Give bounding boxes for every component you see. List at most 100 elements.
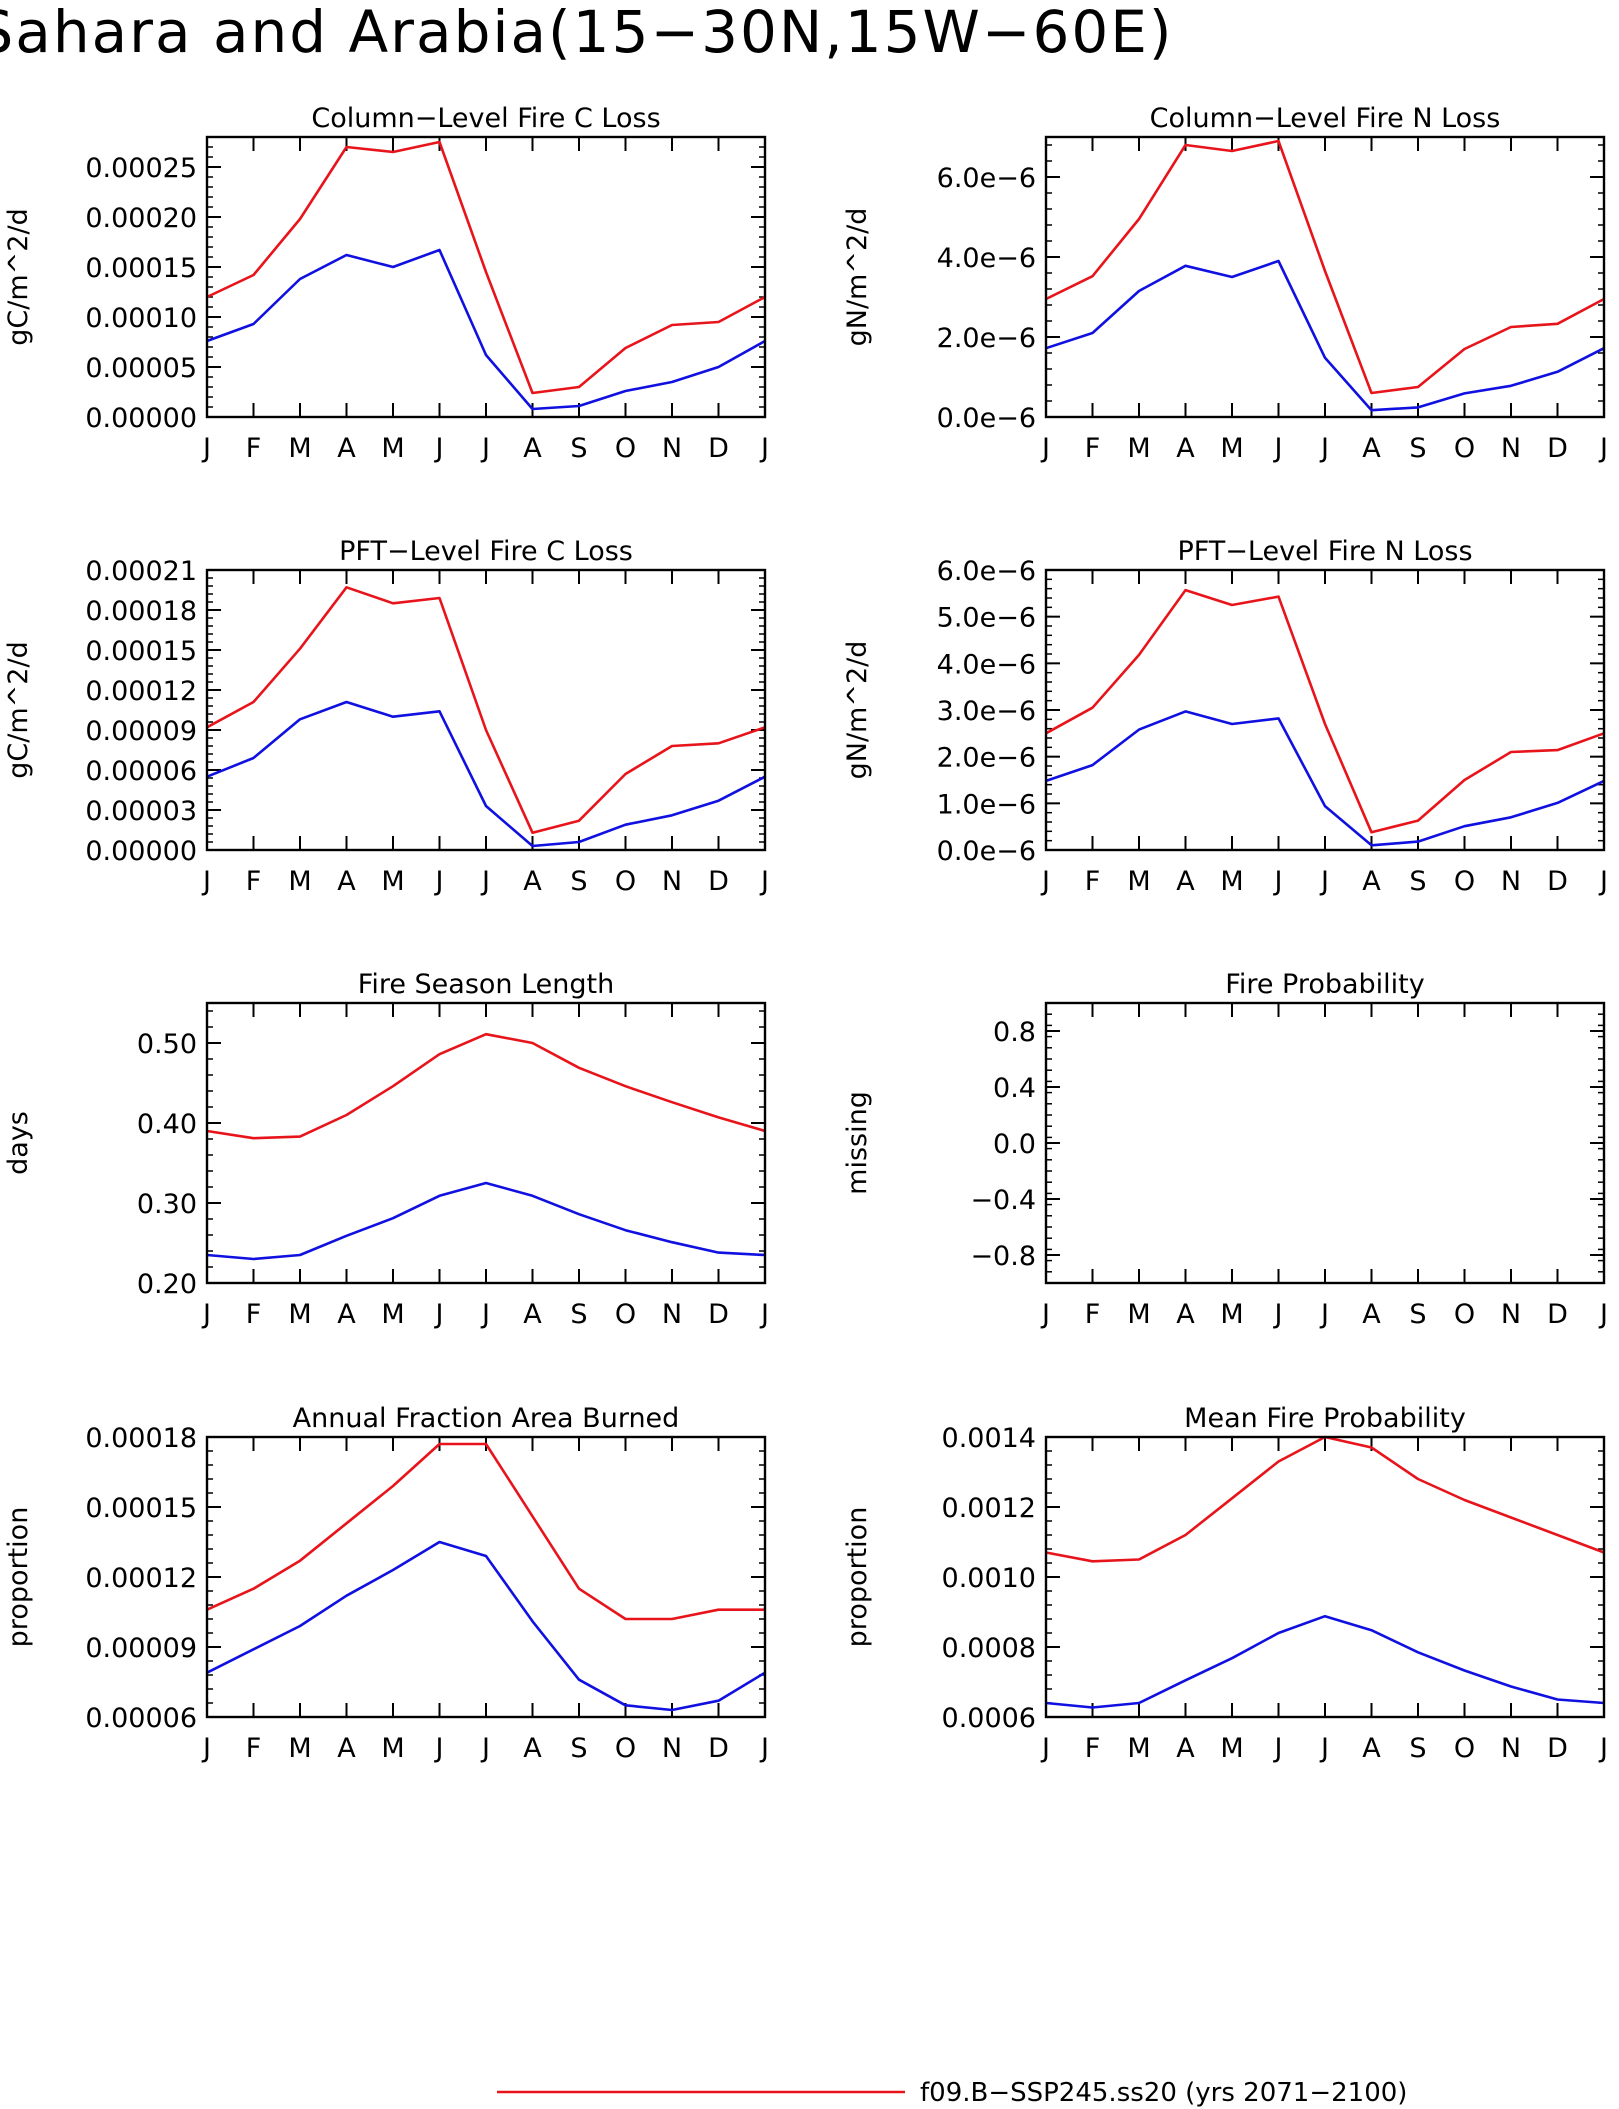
- y-tick-label: 6.0e−6: [937, 163, 1036, 194]
- x-tick-label: A: [523, 433, 542, 464]
- y-tick-label: 0.00010: [85, 303, 197, 334]
- y-tick-label: 0.0006: [942, 1703, 1036, 1734]
- y-tick-label: 0.00018: [85, 1423, 197, 1454]
- y-tick-label: 0.00015: [85, 1493, 197, 1524]
- chart-panel: Column−Level Fire C Loss 0.00000 0.00005 0.…: [3, 103, 769, 464]
- x-tick-label: J: [1040, 433, 1050, 464]
- y-axis-label: days: [3, 1111, 34, 1175]
- y-tick-label: −0.8: [970, 1241, 1036, 1272]
- y-tick-label: 5.0e−6: [937, 603, 1036, 634]
- y-axis-label: proportion: [3, 1507, 34, 1648]
- y-tick-label: 0.00000: [85, 403, 197, 434]
- x-tick-label: M: [381, 866, 404, 897]
- plot-frame: [205, 568, 767, 852]
- x-tick-label: A: [1176, 433, 1195, 464]
- x-tick-label: O: [1454, 1299, 1475, 1330]
- x-tick-label: D: [1547, 1733, 1568, 1764]
- x-tick-label: J: [434, 1733, 444, 1764]
- y-tick-label: 0.0014: [942, 1423, 1036, 1454]
- panel-title: Fire Probability: [1225, 969, 1425, 1000]
- y-tick-label: 4.0e−6: [937, 649, 1036, 680]
- y-tick-label: 0.00006: [85, 756, 197, 787]
- series-line-blue: [206, 1540, 766, 1712]
- x-tick-label: J: [1273, 433, 1283, 464]
- plot-frame: [1044, 135, 1606, 419]
- chart-panel: Mean Fire Probability 0.0006 0.0008 0.0010 0…: [842, 1403, 1608, 1764]
- x-tick-label: M: [381, 433, 404, 464]
- y-tick-label: 0.00005: [85, 353, 197, 384]
- y-tick-label: 0.00000: [85, 836, 197, 867]
- y-tick-label: 0.00012: [85, 676, 197, 707]
- y-tick-label: 3.0e−6: [937, 696, 1036, 727]
- x-tick-label: S: [1409, 1733, 1426, 1764]
- x-tick-label: M: [288, 1733, 311, 1764]
- panel-title: Column−Level Fire N Loss: [1150, 103, 1501, 134]
- series-line-red: [1045, 1435, 1605, 1563]
- x-tick-label: J: [1319, 866, 1329, 897]
- x-tick-label: A: [1362, 1299, 1381, 1330]
- x-tick-label: F: [246, 866, 262, 897]
- series-line-blue: [1045, 259, 1605, 412]
- x-tick-label: A: [337, 433, 356, 464]
- x-tick-label: S: [1409, 866, 1426, 897]
- x-tick-label: J: [201, 433, 211, 464]
- x-tick-label: J: [1040, 866, 1050, 897]
- legend-label: f09.B−SSP245.ss20 (yrs 2071−2100): [920, 2078, 1407, 2108]
- series-line-blue: [206, 700, 766, 848]
- y-axis-label: proportion: [842, 1507, 873, 1648]
- x-tick-label: J: [1040, 1299, 1050, 1330]
- panel-title: Annual Fraction Area Burned: [293, 1403, 680, 1434]
- x-tick-label: J: [1273, 1299, 1283, 1330]
- y-tick-label: 0.0008: [942, 1633, 1036, 1664]
- y-tick-label: 0.8: [993, 1017, 1036, 1048]
- x-tick-label: M: [288, 866, 311, 897]
- series-line-red: [206, 585, 766, 835]
- panel-title: PFT−Level Fire C Loss: [339, 536, 633, 567]
- x-tick-label: O: [1454, 1733, 1475, 1764]
- series-line-blue: [206, 248, 766, 411]
- y-tick-label: 0.00003: [85, 796, 197, 827]
- x-tick-label: N: [662, 1733, 682, 1764]
- x-tick-label: F: [1085, 1299, 1101, 1330]
- x-tick-label: J: [1598, 433, 1608, 464]
- x-tick-label: J: [1273, 1733, 1283, 1764]
- x-tick-label: O: [615, 1299, 636, 1330]
- x-tick-label: D: [1547, 433, 1568, 464]
- chart-panel: Fire Probability−0.8−0.40.00.40.8J F M A M J J…: [842, 969, 1608, 1330]
- panel-title: Column−Level Fire C Loss: [311, 103, 660, 134]
- y-tick-label: 2.0e−6: [937, 743, 1036, 774]
- y-tick-label: 0.00018: [85, 596, 197, 627]
- x-tick-label: M: [1220, 866, 1243, 897]
- y-tick-label: 0.4: [993, 1073, 1036, 1104]
- y-tick-label: 0.40: [137, 1109, 197, 1140]
- x-tick-label: D: [708, 1299, 729, 1330]
- x-tick-label: O: [615, 433, 636, 464]
- legend: f09.B−SSP245.ss20 (yrs 2071−2100): [497, 2078, 1407, 2108]
- x-tick-label: M: [381, 1733, 404, 1764]
- chart-panel: PFT−Level Fire C Loss 0.00000 0.00003 0.000…: [3, 536, 769, 897]
- y-tick-label: 0.30: [137, 1189, 197, 1220]
- x-tick-label: A: [1176, 1733, 1195, 1764]
- x-tick-label: O: [615, 1733, 636, 1764]
- x-tick-label: M: [1127, 866, 1150, 897]
- x-tick-label: S: [570, 866, 587, 897]
- x-tick-label: J: [201, 1733, 211, 1764]
- x-tick-label: A: [1362, 433, 1381, 464]
- x-tick-label: F: [246, 433, 262, 464]
- x-tick-label: O: [1454, 866, 1475, 897]
- y-tick-label: 0.00015: [85, 253, 197, 284]
- x-tick-label: J: [434, 1299, 444, 1330]
- x-tick-label: D: [1547, 866, 1568, 897]
- series-line-red: [1045, 139, 1605, 395]
- x-tick-label: J: [759, 866, 769, 897]
- x-tick-label: J: [759, 1299, 769, 1330]
- y-tick-label: 0.00009: [85, 1633, 197, 1664]
- x-tick-label: M: [1220, 1299, 1243, 1330]
- x-tick-label: M: [1127, 1733, 1150, 1764]
- y-tick-label: 0.00006: [85, 1703, 197, 1734]
- x-tick-label: N: [662, 866, 682, 897]
- y-tick-label: 0.00025: [85, 153, 197, 184]
- x-tick-label: F: [246, 1733, 262, 1764]
- x-tick-label: J: [480, 433, 490, 464]
